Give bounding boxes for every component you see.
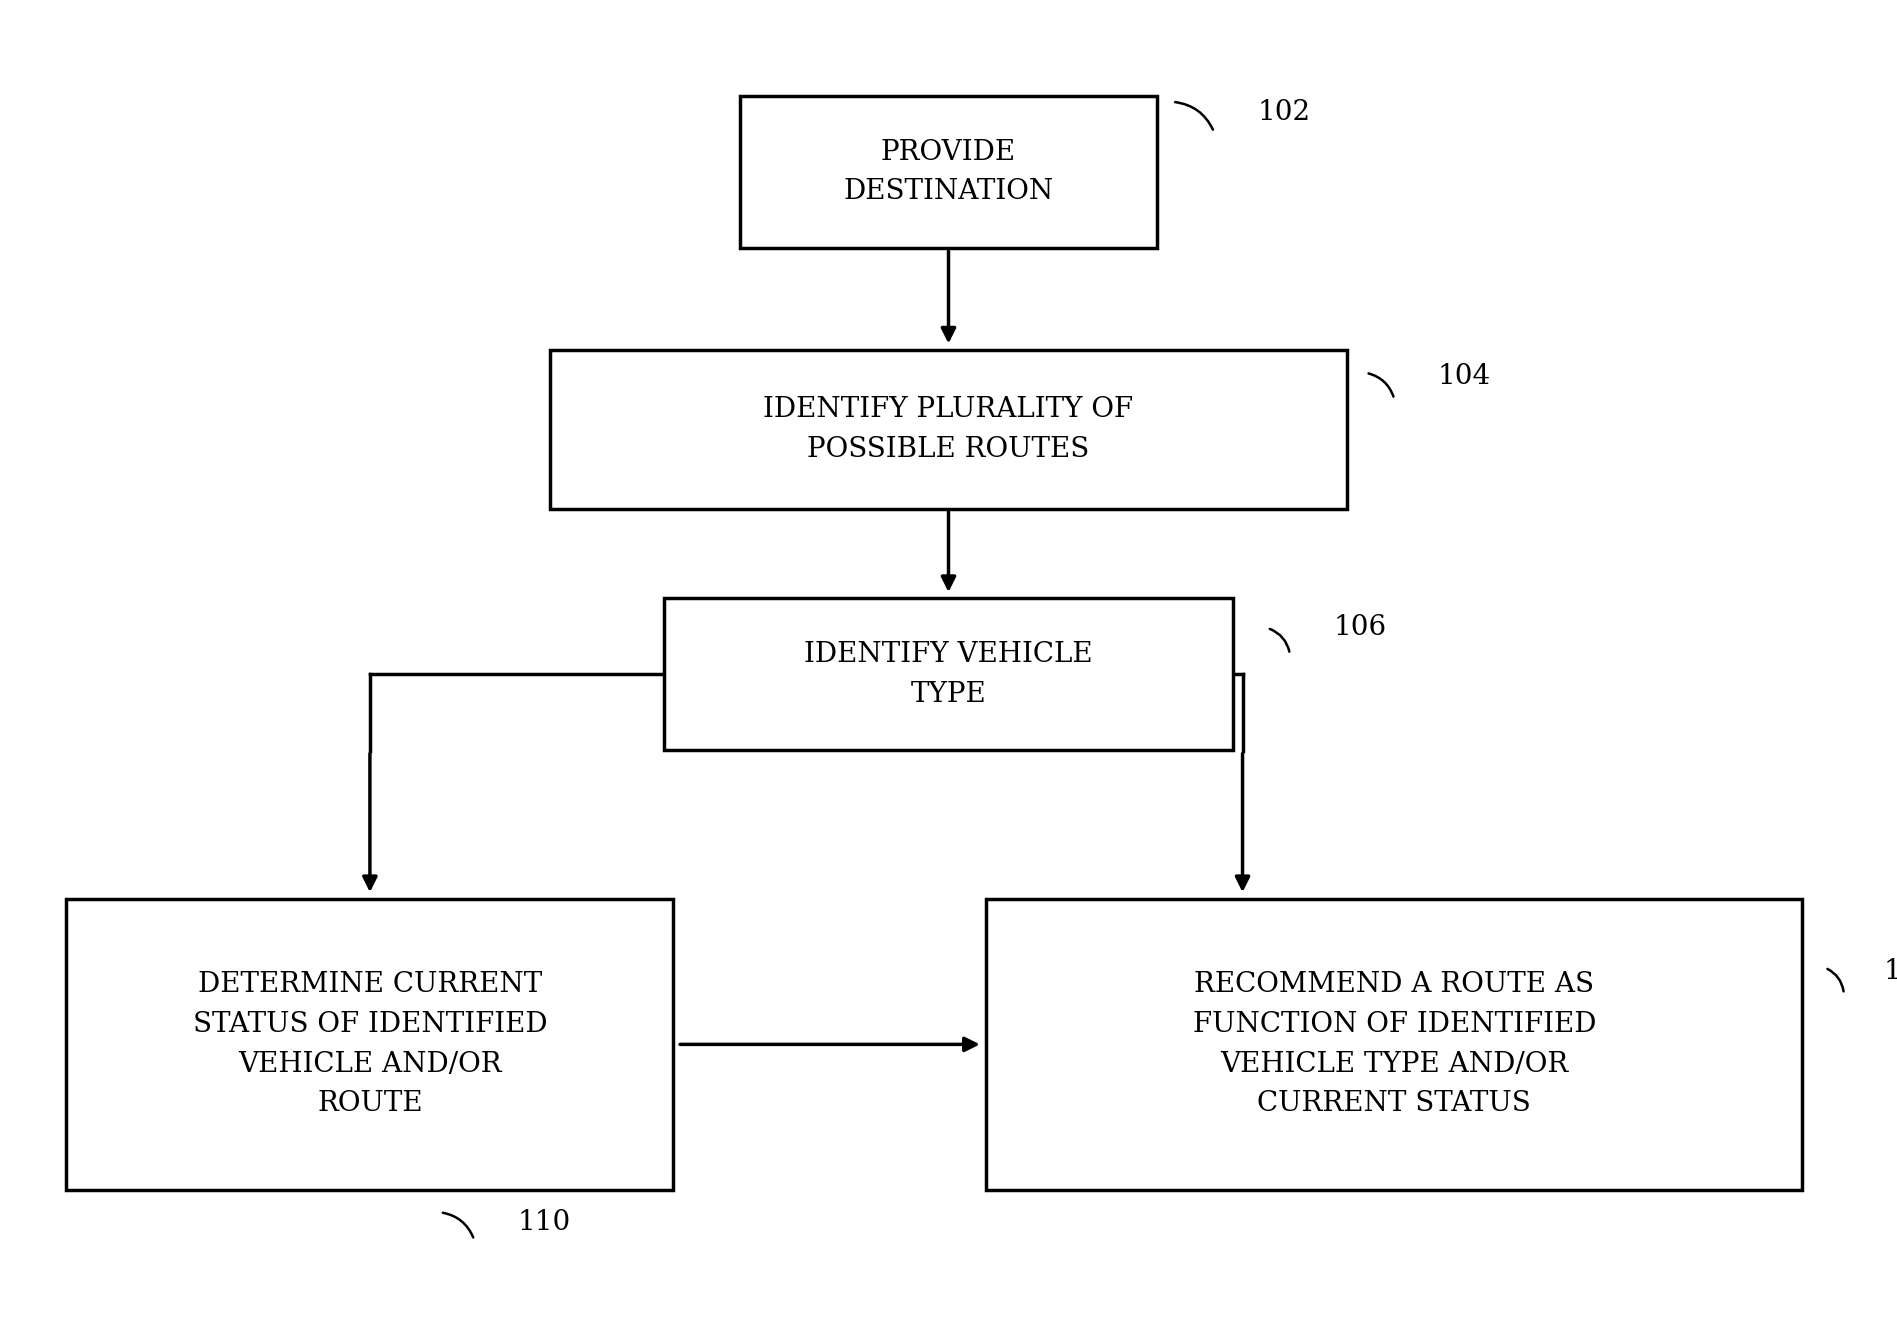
Text: 104: 104	[1438, 364, 1491, 390]
Text: RECOMMEND A ROUTE AS
FUNCTION OF IDENTIFIED
VEHICLE TYPE AND/OR
CURRENT STATUS: RECOMMEND A ROUTE AS FUNCTION OF IDENTIF…	[1193, 972, 1595, 1117]
Bar	[550, 350, 1347, 509]
Text: 102: 102	[1258, 99, 1311, 126]
Text: 110: 110	[518, 1210, 571, 1236]
Bar	[664, 598, 1233, 751]
Text: IDENTIFY PLURALITY OF
POSSIBLE ROUTES: IDENTIFY PLURALITY OF POSSIBLE ROUTES	[763, 397, 1134, 463]
Text: 106: 106	[1334, 615, 1387, 641]
Bar	[66, 899, 673, 1190]
Text: DETERMINE CURRENT
STATUS OF IDENTIFIED
VEHICLE AND/OR
ROUTE: DETERMINE CURRENT STATUS OF IDENTIFIED V…	[193, 972, 546, 1117]
Bar	[740, 97, 1157, 249]
Bar	[986, 899, 1802, 1190]
Text: 108: 108	[1884, 958, 1897, 985]
Text: PROVIDE
DESTINATION: PROVIDE DESTINATION	[844, 139, 1053, 205]
Text: IDENTIFY VEHICLE
TYPE: IDENTIFY VEHICLE TYPE	[804, 641, 1093, 707]
